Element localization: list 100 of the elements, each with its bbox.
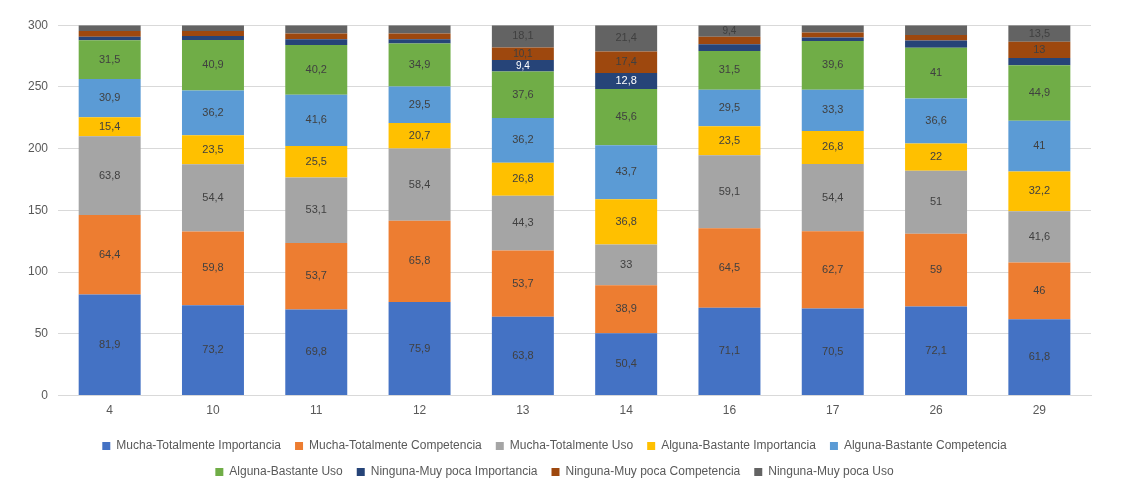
legend-label: Alguna-Bastante Uso — [229, 464, 344, 479]
bar — [595, 145, 658, 200]
bar — [905, 35, 968, 41]
data-label: 59,1 — [718, 184, 741, 197]
data-label: 13 — [1033, 42, 1046, 55]
data-label: 41 — [929, 66, 943, 79]
data-label: 59 — [929, 263, 943, 276]
bar — [905, 40, 968, 48]
data-label: 31,5 — [718, 63, 741, 76]
bar — [181, 31, 244, 36]
x-tick-label: 17 — [826, 403, 840, 418]
bar — [1008, 211, 1071, 263]
data-label: 43,7 — [615, 165, 637, 178]
bar — [78, 294, 141, 396]
bar — [595, 244, 658, 286]
data-label: 59,8 — [202, 261, 224, 274]
bar — [78, 31, 141, 37]
bar — [388, 301, 451, 396]
data-label: 34,9 — [408, 58, 431, 71]
bar — [181, 40, 244, 91]
bar — [801, 163, 864, 232]
data-label: 53,7 — [512, 276, 534, 289]
y-tick-label: 300 — [27, 17, 49, 32]
data-label: 26,8 — [512, 172, 534, 185]
bar — [491, 250, 554, 317]
x-tick-label: 16 — [722, 403, 737, 418]
bar — [698, 126, 761, 156]
data-label: 33 — [620, 258, 633, 270]
bar — [181, 164, 244, 232]
data-label: 61,8 — [1028, 350, 1051, 363]
x-tick-label: 29 — [1032, 403, 1047, 418]
data-label: 36,2 — [202, 105, 224, 118]
bar — [388, 86, 451, 123]
bar — [801, 89, 864, 131]
data-label: 23,5 — [202, 142, 224, 155]
bar — [78, 136, 141, 215]
y-tick-label: 100 — [27, 264, 49, 279]
data-label: 26,8 — [822, 140, 844, 153]
data-label: 73,2 — [202, 343, 224, 356]
data-label: 20,7 — [408, 128, 431, 141]
data-label: 40,9 — [202, 58, 224, 71]
legend-label: Alguna-Bastante Competencia — [843, 438, 1008, 453]
bar — [698, 36, 761, 45]
y-tick-label: 200 — [27, 140, 49, 155]
bar — [78, 117, 141, 137]
bar — [491, 162, 554, 196]
bar — [388, 220, 451, 302]
bar — [388, 122, 451, 149]
bar — [181, 231, 244, 306]
data-label: 38,9 — [615, 302, 637, 315]
data-label: 33,3 — [822, 103, 844, 116]
data-label: 15,4 — [98, 119, 121, 132]
bar — [905, 170, 968, 234]
data-label: 63,8 — [98, 168, 121, 181]
data-label: 58,4 — [408, 177, 431, 190]
bar — [491, 25, 554, 48]
bar — [491, 118, 554, 163]
bar — [801, 40, 864, 90]
bar — [1008, 319, 1071, 396]
data-label: 39,6 — [822, 58, 844, 71]
bar — [801, 37, 864, 41]
data-label: 36,6 — [925, 114, 947, 127]
data-label: 64,5 — [718, 261, 741, 274]
bar — [698, 44, 761, 51]
bar — [388, 39, 451, 44]
x-tick-label: 4 — [106, 403, 114, 418]
data-label: 71,1 — [718, 344, 741, 357]
bar — [1008, 65, 1071, 121]
x-tick-label: 26 — [929, 403, 944, 418]
bar — [285, 309, 348, 396]
bar — [905, 233, 968, 307]
data-label: 36,2 — [512, 133, 534, 146]
bar — [595, 285, 658, 334]
x-tick-label: 10 — [206, 403, 220, 418]
bar — [78, 36, 141, 41]
bar — [801, 32, 864, 38]
data-label: 51 — [929, 195, 943, 208]
bar — [1008, 171, 1071, 212]
bar — [595, 73, 658, 89]
data-label: 70,5 — [822, 344, 844, 357]
x-tick-label: 13 — [516, 403, 530, 418]
data-label: 12,8 — [615, 74, 637, 87]
bar — [491, 316, 554, 396]
data-label: 63,8 — [512, 349, 534, 361]
bar — [595, 25, 658, 52]
bar — [1008, 41, 1071, 58]
bar — [285, 33, 348, 40]
bar — [388, 148, 451, 221]
data-label: 44,3 — [512, 216, 534, 229]
data-label: 30,9 — [98, 91, 121, 104]
data-label: 54,4 — [202, 190, 224, 203]
data-label: 36,8 — [615, 214, 637, 227]
bar — [491, 60, 554, 72]
data-label: 81,9 — [98, 337, 121, 350]
data-label: 23,5 — [718, 133, 741, 146]
bar — [905, 47, 968, 99]
bar — [181, 135, 244, 165]
data-label: 65,8 — [408, 254, 431, 267]
bar — [905, 98, 968, 144]
bar — [801, 308, 864, 396]
